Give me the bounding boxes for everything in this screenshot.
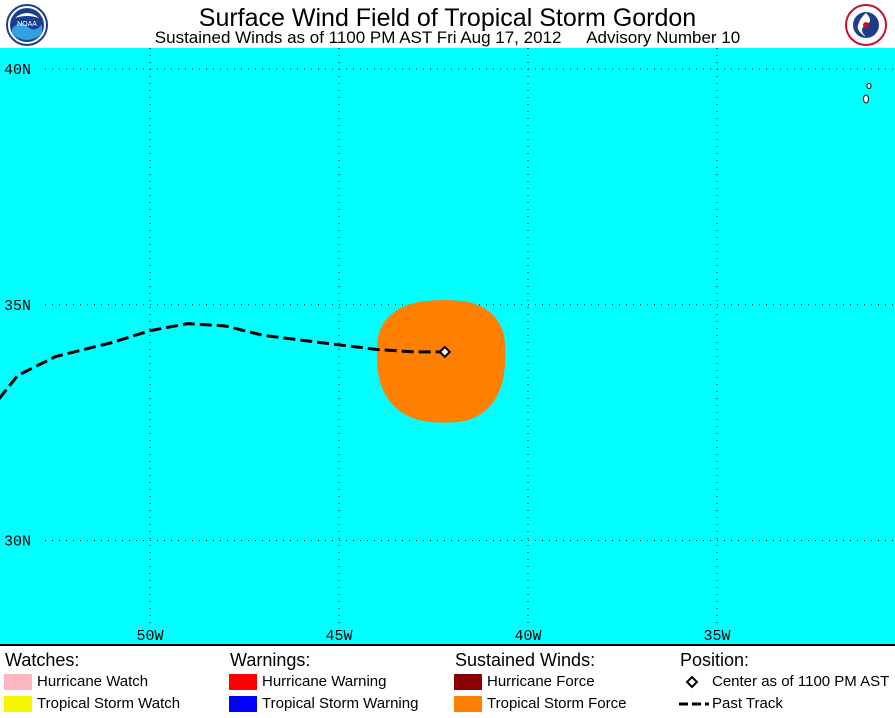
map-header: NOAA Surface Wind Field of Tropical Stor… (0, 0, 895, 48)
legend-warnings-heading: Warnings: (230, 650, 311, 670)
nws-logo (845, 4, 887, 46)
tropical-storm-warning-swatch (229, 696, 257, 712)
longitude-label: 35W (703, 628, 730, 644)
diamond-icon (685, 675, 699, 689)
legend-watches-heading: Watches: (5, 650, 80, 670)
longitude-label: 50W (136, 628, 163, 644)
legend-label: Past Track (712, 695, 783, 712)
hurricane-force-swatch (454, 674, 482, 690)
advisory-number: Advisory Number 10 (586, 28, 741, 47)
noaa-logo: NOAA (6, 4, 48, 46)
legend-label: Tropical Storm Watch (37, 695, 181, 712)
longitude-label: 40W (514, 628, 541, 644)
storm-map: 40N 35N 30N 50W 45W 40W 35W (0, 48, 895, 644)
hurricane-watch-swatch (4, 674, 32, 690)
island-flores (866, 83, 872, 89)
storm-center-diamond (438, 345, 452, 359)
azores-islands (863, 83, 872, 104)
map-legend: Watches: Warnings: Sustained Winds: Posi… (0, 644, 895, 718)
legend-label: Hurricane Watch (37, 673, 149, 690)
legend-winds-heading: Sustained Winds: (455, 650, 596, 670)
tropical-storm-force-wind-field (376, 300, 506, 423)
tropical-storm-watch-swatch (4, 696, 32, 712)
latitude-label: 30N (4, 534, 31, 551)
svg-text:NOAA: NOAA (17, 21, 37, 28)
map-subtitle: Sustained Winds as of 1100 PM AST Fri Au… (0, 29, 895, 47)
longitude-label: 45W (325, 628, 352, 644)
advisory-time: Sustained Winds as of 1100 PM AST Fri Au… (154, 28, 562, 47)
dashed-line-icon (679, 702, 709, 706)
graticule-labels: 40N 35N 30N 50W 45W 40W 35W (4, 62, 731, 644)
legend-label: Hurricane Force (487, 673, 595, 690)
hurricane-warning-swatch (229, 674, 257, 690)
legend-label: Center as of 1100 PM AST (712, 673, 890, 690)
legend-label: Hurricane Warning (262, 673, 387, 690)
island-corvo (863, 94, 869, 104)
legend-label: Tropical Storm Warning (262, 695, 419, 712)
latitude-label: 40N (4, 62, 31, 79)
map-title: Surface Wind Field of Tropical Storm Gor… (198, 4, 697, 32)
tropical-storm-force-swatch (454, 696, 482, 712)
legend-position-heading: Position: (680, 650, 750, 670)
legend-label: Tropical Storm Force (487, 695, 627, 712)
latitude-label: 35N (4, 298, 31, 315)
past-track-line (0, 322, 445, 401)
